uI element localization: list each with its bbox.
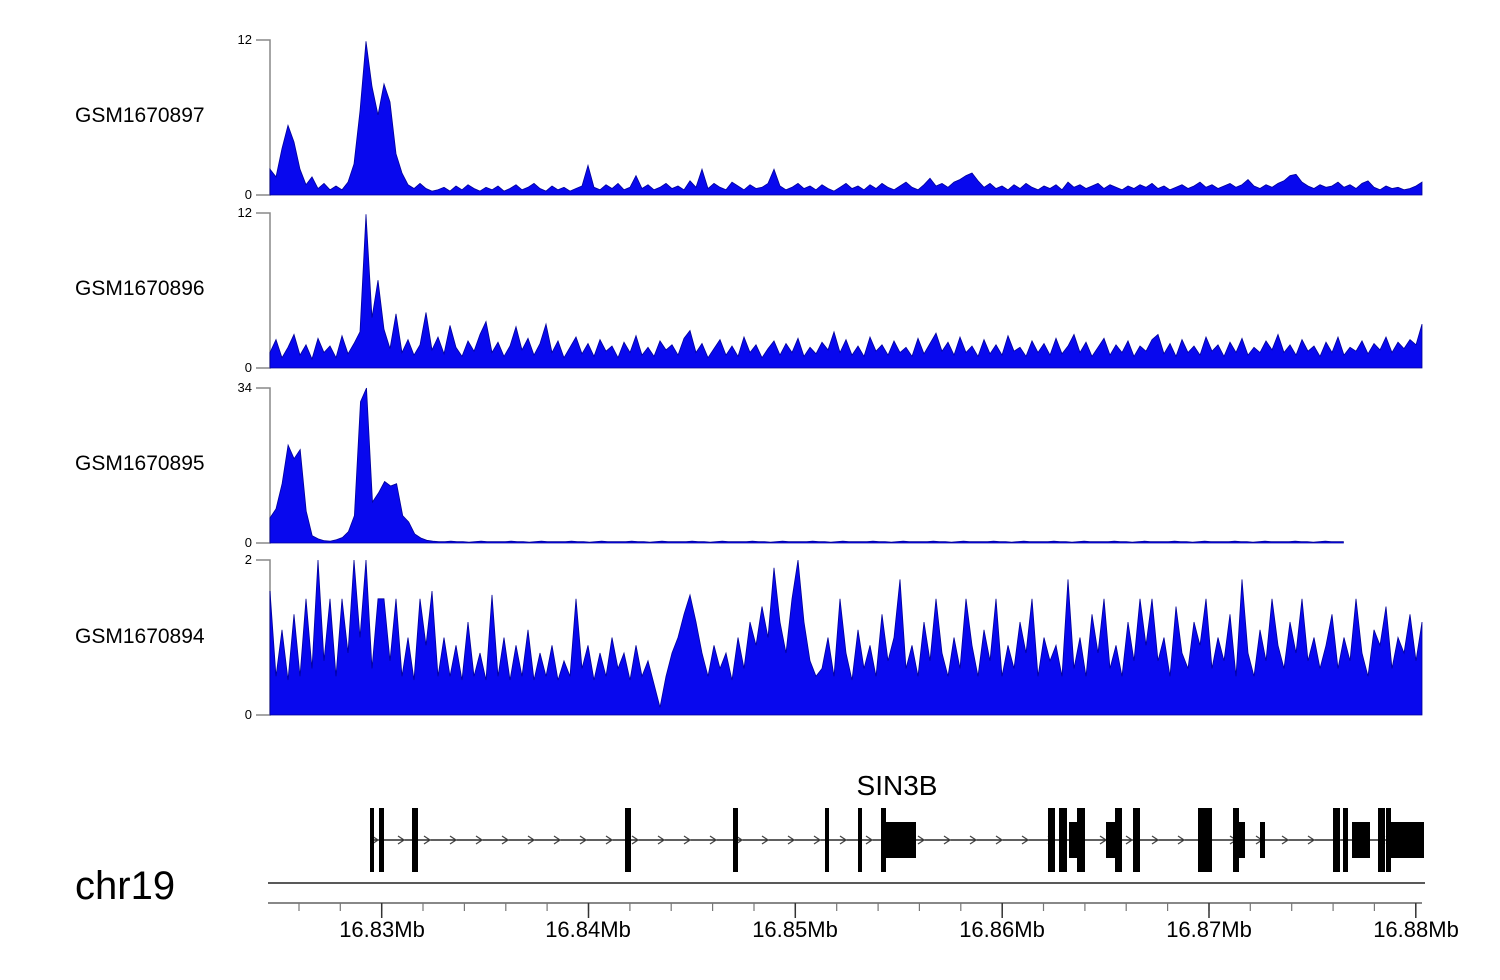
gene-exon xyxy=(1048,808,1055,872)
gene-exon xyxy=(625,808,631,872)
y-axis-max-label: 12 xyxy=(237,32,252,47)
gene-exon xyxy=(825,808,829,872)
strand-arrow-icon xyxy=(1125,835,1134,845)
strand-arrow-icon xyxy=(995,835,1004,845)
strand-arrow-icon xyxy=(501,835,510,845)
strand-arrow-icon xyxy=(709,835,718,845)
strand-arrow-icon xyxy=(943,835,952,845)
strand-arrow-icon xyxy=(969,835,978,845)
gene-exon xyxy=(1386,808,1391,872)
strand-arrow-icon xyxy=(657,835,666,845)
gene-exon xyxy=(881,808,886,872)
strand-arrow-icon xyxy=(553,835,562,845)
gene-exon xyxy=(1069,822,1077,858)
strand-arrow-icon xyxy=(683,835,692,845)
gene-exon xyxy=(733,808,738,872)
y-axis-bracket xyxy=(256,387,271,544)
gene-exon xyxy=(1106,822,1115,858)
coverage-area-gsm1670894 xyxy=(269,559,1423,716)
strand-arrow-icon xyxy=(787,835,796,845)
gene-exon xyxy=(1198,808,1212,872)
gene-exon xyxy=(1059,808,1067,872)
gene-exon xyxy=(886,822,916,858)
chromosome-label: chr19 xyxy=(75,864,176,908)
strand-arrow-icon xyxy=(397,835,406,845)
coverage-area-gsm1670896 xyxy=(269,214,1423,369)
gene-exon xyxy=(1233,808,1239,872)
gene-exon xyxy=(1239,822,1245,858)
track-label: GSM1670896 xyxy=(75,277,205,300)
strand-arrow-icon xyxy=(813,835,822,845)
strand-arrow-icon xyxy=(423,835,432,845)
y-axis-bracket xyxy=(256,39,271,196)
axis-tick-label: 16.87Mb xyxy=(1166,917,1252,942)
strand-arrow-icon xyxy=(865,835,874,845)
strand-arrow-icon xyxy=(605,835,614,845)
axis-tick-label: 16.85Mb xyxy=(752,917,838,942)
strand-arrow-icon xyxy=(839,835,848,845)
gene-exon xyxy=(370,808,374,872)
strand-arrow-icon xyxy=(449,835,458,845)
strand-arrow-icon xyxy=(761,835,770,845)
y-axis-bracket xyxy=(256,212,271,369)
y-axis-zero-label: 0 xyxy=(244,187,252,202)
axis-tick-label: 16.83Mb xyxy=(339,917,425,942)
y-axis-zero-label: 0 xyxy=(244,535,252,550)
strand-arrow-icon xyxy=(1281,835,1290,845)
strand-arrow-icon xyxy=(1177,835,1186,845)
track-label: GSM1670894 xyxy=(75,625,205,648)
gene-exon xyxy=(1378,808,1385,872)
gene-exon xyxy=(1352,822,1370,858)
gene-name-label: SIN3B xyxy=(856,770,938,801)
y-axis-max-label: 12 xyxy=(237,205,252,220)
track-label: GSM1670897 xyxy=(75,104,205,127)
coverage-area-gsm1670897 xyxy=(269,41,1423,196)
strand-arrow-icon xyxy=(1021,835,1030,845)
gene-exon xyxy=(1133,808,1140,872)
gene-exon xyxy=(412,808,418,872)
strand-arrow-icon xyxy=(1307,835,1316,845)
gene-exon xyxy=(1077,808,1085,872)
gene-exon xyxy=(1115,808,1122,872)
gene-exon xyxy=(1260,822,1265,858)
gene-exon xyxy=(379,808,384,872)
gene-exon xyxy=(1390,822,1424,858)
track-label: GSM1670895 xyxy=(75,452,205,475)
y-axis-max-label: 34 xyxy=(237,380,252,395)
y-axis-zero-label: 0 xyxy=(244,707,252,722)
axis-tick-label: 16.86Mb xyxy=(959,917,1045,942)
strand-arrow-icon xyxy=(1151,835,1160,845)
strand-arrow-icon xyxy=(527,835,536,845)
gene-exon xyxy=(1333,808,1340,872)
y-axis-zero-label: 0 xyxy=(244,360,252,375)
strand-arrow-icon xyxy=(631,835,640,845)
gene-exon xyxy=(858,808,862,872)
coverage-area-gsm1670895 xyxy=(269,387,1344,544)
gene-exon xyxy=(1343,808,1348,872)
y-axis-max-label: 2 xyxy=(244,552,252,567)
strand-arrow-icon xyxy=(917,835,926,845)
strand-arrow-icon xyxy=(579,835,588,845)
strand-arrow-icon xyxy=(475,835,484,845)
axis-tick-label: 16.88Mb xyxy=(1373,917,1459,942)
y-axis-bracket xyxy=(256,559,271,716)
axis-tick-label: 16.84Mb xyxy=(545,917,631,942)
